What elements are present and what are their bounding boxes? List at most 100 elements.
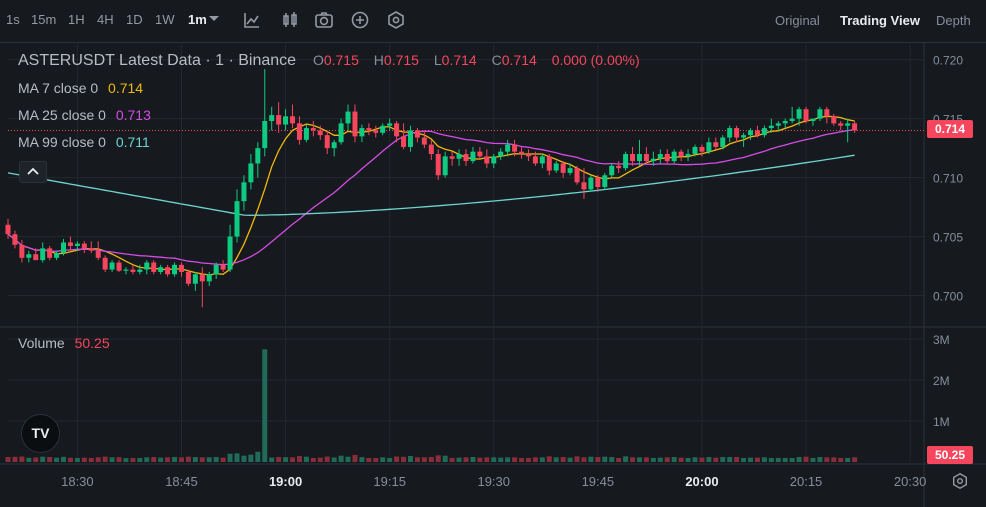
tradingview-logo[interactable]: TV [21, 414, 60, 453]
high-value: 0.715 [383, 52, 419, 68]
candle-body [387, 123, 393, 126]
volume-bar [303, 456, 309, 462]
add-icon[interactable] [350, 10, 370, 30]
volume-bar [144, 457, 150, 462]
volume-bar [727, 456, 733, 462]
candle-body [532, 156, 538, 164]
candle-body [643, 154, 649, 162]
candle-body [54, 253, 60, 258]
volume-bar [116, 457, 122, 462]
timeframe-15m[interactable]: 15m [31, 12, 57, 27]
volume-bar [88, 457, 94, 462]
time-axis-label: 19:15 [373, 474, 406, 489]
volume-bar [359, 457, 365, 462]
volume-bar [185, 456, 191, 462]
volume-bar [810, 457, 816, 462]
volume-bar [574, 456, 580, 462]
volume-bar [720, 456, 726, 462]
volume-bar [463, 457, 469, 462]
candle-body [144, 262, 150, 270]
view-tab-original[interactable]: Original [775, 13, 820, 28]
time-axis-label: 20:15 [790, 474, 823, 489]
candle-body [456, 154, 462, 159]
view-tab-depth[interactable]: Depth [936, 13, 971, 28]
volume-bar [172, 456, 178, 462]
volume-bar [477, 457, 483, 462]
settings-hex-icon[interactable] [386, 10, 406, 30]
indicators-icon[interactable] [242, 10, 262, 30]
candle-body [671, 151, 677, 162]
candle-body [699, 146, 705, 152]
volume-bar [421, 457, 427, 462]
ma25-value: 0.713 [115, 107, 151, 123]
volume-bar [699, 457, 705, 462]
candle-body [40, 248, 46, 261]
candle-body [227, 236, 233, 270]
candle-body [137, 269, 143, 272]
timeframe-1s[interactable]: 1s [6, 12, 20, 27]
high-label: H [373, 52, 384, 68]
volume-bar [338, 455, 344, 462]
timeframe-1m[interactable]: 1m [188, 12, 207, 27]
candle-body [421, 137, 427, 145]
volume-bar [456, 457, 462, 462]
timeframe-1d[interactable]: 1D [126, 12, 143, 27]
volume-axis-label: 2M [933, 374, 950, 388]
candle-body [220, 264, 226, 270]
volume-bar [54, 457, 60, 462]
candle-body [692, 146, 698, 155]
volume-bar [768, 457, 774, 462]
time-axis-label: 20:00 [685, 474, 718, 489]
volume-axis-label: 1M [933, 415, 950, 429]
chart-grid [0, 42, 986, 507]
candle-body [435, 154, 441, 176]
volume-bar [81, 457, 87, 462]
candle-body [47, 248, 53, 258]
volume-bar [512, 457, 518, 462]
candle-body [720, 137, 726, 147]
timeframe-1h[interactable]: 1H [68, 12, 85, 27]
axis-settings-icon[interactable] [951, 472, 969, 490]
last-price-tag: 0.714 [927, 120, 973, 138]
candle-body [192, 274, 198, 284]
candle-body [706, 142, 712, 152]
price-chart[interactable]: 0.720 0.715 0.710 0.705 0.700 3M 2M 1M 18:30 18:4… [0, 42, 986, 507]
camera-icon[interactable] [314, 10, 334, 30]
timeframe-1w[interactable]: 1W [155, 12, 175, 27]
volume-bar [616, 457, 622, 462]
ma99-line [7, 154, 855, 216]
chevron-down-icon[interactable] [208, 14, 220, 24]
volume-bar [74, 457, 80, 462]
volume-bar [775, 457, 781, 462]
candle-body [123, 269, 129, 271]
candle-body [262, 121, 268, 149]
view-tab-trading-view[interactable]: Trading View [840, 13, 920, 28]
volume-bar [387, 457, 393, 462]
candle-body [560, 163, 566, 173]
collapse-legend-button[interactable] [19, 161, 47, 183]
candle-body [741, 135, 747, 138]
volume-bar [567, 457, 573, 462]
candle-body [477, 151, 483, 157]
timeframe-4h[interactable]: 4H [97, 12, 114, 27]
volume-bar [283, 457, 289, 462]
candle-body [838, 123, 844, 126]
candle-type-icon[interactable] [280, 10, 300, 30]
volume-bar [102, 456, 108, 462]
candle-body [352, 111, 358, 137]
volume-bar [158, 457, 164, 462]
volume-bar [484, 457, 490, 462]
time-axis-label: 19:45 [582, 474, 615, 489]
volume-bar [227, 453, 233, 462]
volume-bar [560, 456, 566, 462]
candle-body [824, 109, 830, 117]
candle-body [491, 156, 497, 164]
volume-bar [220, 457, 226, 462]
volume-bar [845, 457, 851, 462]
candle-body [255, 148, 261, 164]
candle-body [567, 168, 573, 173]
candle-body [581, 182, 587, 190]
candle-body [345, 111, 351, 124]
price-axis-label: 0.700 [933, 290, 963, 304]
volume-bar [664, 457, 670, 462]
